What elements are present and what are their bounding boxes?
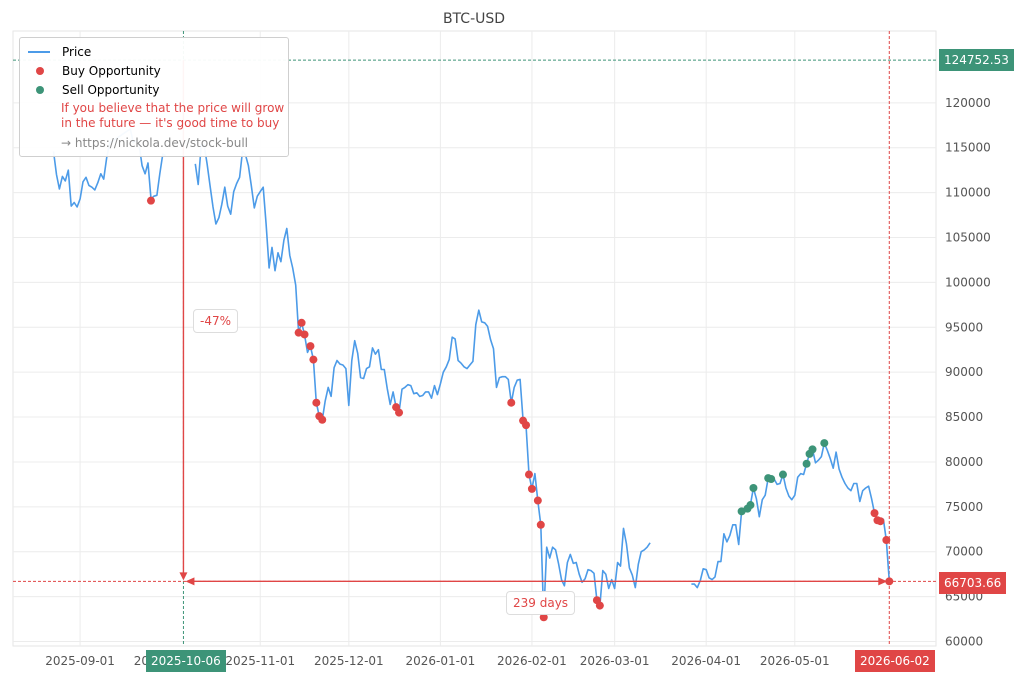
y-tick-label: 90000	[945, 365, 983, 379]
y-tick-label: 120000	[945, 96, 991, 110]
y-tick-label: 85000	[945, 410, 983, 424]
legend-item-price: Price	[28, 45, 91, 59]
chart-legend: Price Buy Opportunity Sell Opportunity I…	[19, 37, 289, 157]
x-tick-label: 2026-01-01	[406, 654, 476, 668]
buy-marker	[507, 398, 516, 407]
legend-item-sell: Sell Opportunity	[28, 83, 160, 97]
drawdown-annotation: -47%	[193, 309, 239, 333]
buy-marker	[312, 398, 321, 407]
buy-marker	[318, 415, 327, 424]
buy-marker	[309, 355, 318, 364]
y-tick-label: 100000	[945, 275, 991, 289]
legend-note: If you believe that the price will grow …	[61, 101, 285, 130]
buy-marker	[876, 517, 885, 526]
legend-label-sell: Sell Opportunity	[62, 83, 160, 97]
buy-marker	[882, 536, 891, 545]
y-tick-label: 95000	[945, 320, 983, 334]
buy-marker	[533, 496, 542, 505]
legend-label-price: Price	[62, 45, 92, 59]
drawdown-arrow-head	[179, 572, 188, 581]
duration-arrow-head-left	[185, 577, 195, 586]
x-tick-label: 2026-04-01	[671, 654, 741, 668]
sell-marker	[820, 439, 829, 448]
legend-label-buy: Buy Opportunity	[62, 64, 161, 78]
last-date-badge: 2026-06-02	[855, 650, 935, 672]
x-tick-label: 2025-12-01	[314, 654, 384, 668]
price-line	[52, 128, 167, 208]
sell-marker	[802, 459, 811, 468]
legend-item-buy: Buy Opportunity	[28, 64, 161, 78]
x-tick-label: 2026-02-01	[497, 654, 567, 668]
buy-marker	[306, 342, 315, 351]
x-tick-label: 2026-03-01	[580, 654, 650, 668]
price-line	[691, 442, 891, 589]
buy-marker	[536, 520, 545, 529]
y-tick-label: 110000	[945, 186, 991, 200]
sell-marker	[749, 483, 758, 492]
y-tick-label: 105000	[945, 230, 991, 244]
last-price-badge: 66703.66	[939, 572, 1007, 594]
sell-marker	[778, 470, 787, 479]
y-tick-label: 60000	[945, 635, 983, 649]
buy-marker	[885, 577, 894, 586]
buy-marker	[527, 484, 536, 493]
duration-annotation: 239 days	[506, 591, 576, 615]
sell-marker	[767, 475, 776, 484]
x-tick-label: 2025-11-01	[225, 654, 295, 668]
legend-dot-icon	[36, 67, 44, 75]
sell-marker	[746, 501, 755, 510]
legend-dot-icon	[36, 86, 44, 94]
price-line	[194, 144, 651, 619]
duration-arrow-head-right	[878, 577, 888, 586]
peak-date-badge: 2025-10-06	[146, 650, 226, 672]
y-tick-label: 80000	[945, 455, 983, 469]
buy-marker	[300, 330, 309, 339]
buy-marker	[539, 613, 548, 622]
peak-price-badge: 124752.53	[939, 49, 1014, 71]
buy-marker	[595, 601, 604, 610]
y-tick-label: 70000	[945, 545, 983, 559]
x-tick-label: 2025-09-01	[45, 654, 115, 668]
legend-link[interactable]: → https://nickola.dev/stock-bull	[61, 136, 248, 150]
x-tick-label: 2026-05-01	[760, 654, 830, 668]
buy-marker	[870, 509, 879, 518]
buy-marker	[522, 421, 531, 430]
y-tick-label: 115000	[945, 141, 991, 155]
buy-marker	[524, 470, 533, 479]
chart-title: BTC-USD	[442, 11, 506, 27]
y-tick-label: 75000	[945, 500, 983, 514]
buy-marker	[146, 196, 155, 205]
legend-line-icon	[28, 51, 50, 53]
sell-marker	[808, 445, 817, 454]
buy-marker	[297, 318, 306, 327]
buy-marker	[395, 408, 404, 417]
